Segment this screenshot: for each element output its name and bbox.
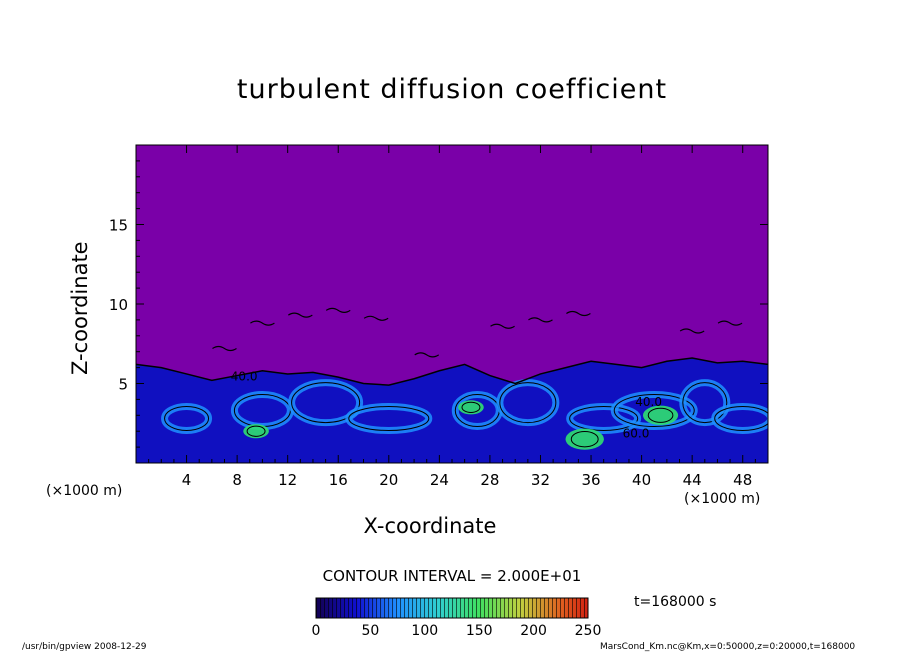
colorbar-stripes <box>316 598 588 618</box>
contour-line <box>291 382 361 424</box>
contour-filament <box>528 317 553 323</box>
contour-line <box>499 382 557 424</box>
contour-line <box>348 405 430 431</box>
contour-line <box>613 394 695 428</box>
x-tick-label: 40 <box>632 471 651 489</box>
colorbar-tick-label: 200 <box>520 623 547 639</box>
contour-interval-label: CONTOUR INTERVAL = 2.000E+01 <box>322 567 582 585</box>
y-axis-label: Z-coordinate <box>68 241 92 375</box>
colorbar-tick-label: 250 <box>574 623 602 639</box>
x-tick-label: 44 <box>683 471 702 489</box>
contour-filament <box>287 312 313 318</box>
x-tick-label: 48 <box>733 471 752 489</box>
contour-filament <box>414 352 440 358</box>
x-axis-label: X-coordinate <box>363 514 497 538</box>
x-tick-label: 12 <box>278 471 297 489</box>
x-tick-label: 36 <box>581 471 600 489</box>
colorbar-tick-label: 150 <box>465 623 493 639</box>
x-tick-label: 32 <box>531 471 550 489</box>
y-tick-label: 5 <box>118 376 128 394</box>
contour-line <box>569 405 639 431</box>
chart-title: turbulent diffusion coefficient <box>236 74 668 105</box>
contour-filament <box>363 315 389 321</box>
contour-filament <box>566 310 591 317</box>
contour-line <box>682 382 728 424</box>
y-tick-label: 10 <box>109 296 128 314</box>
colorbar-tick-label: 0 <box>311 623 321 639</box>
x-unit-label-right: (×1000 m) <box>684 491 761 507</box>
contour-line <box>246 425 266 437</box>
heatmap-field: 40.0 40.0 60.0 <box>136 145 768 463</box>
x-tick-label: 24 <box>430 471 449 489</box>
contour-line <box>570 430 599 448</box>
contour-filament <box>250 320 275 326</box>
contour-value-label: 40.0 <box>635 395 662 409</box>
x-unit-label-left: (×1000 m) <box>46 483 123 499</box>
footer-right: MarsCond_Km.nc@Km,x=0:50000,z=0:20000,t=… <box>600 642 856 652</box>
contour-filament <box>490 323 515 329</box>
x-tick-label: 28 <box>480 471 499 489</box>
time-label: t=168000 s <box>634 594 717 610</box>
x-tick-label: 20 <box>379 471 398 489</box>
x-tick-label: 4 <box>182 471 192 489</box>
footer-left: /usr/bin/gpview 2008-12-29 <box>22 642 147 652</box>
contour-line <box>647 407 674 423</box>
colorbar-tick-label: 50 <box>361 623 380 639</box>
contour-filament <box>212 345 237 352</box>
contour-filament <box>679 328 705 334</box>
boundary-layer-contour <box>136 357 768 386</box>
colorbar <box>315 597 589 619</box>
contour-line <box>714 405 768 431</box>
x-tick-label: 8 <box>232 471 242 489</box>
y-tick-label: 15 <box>109 217 128 235</box>
contour-line <box>461 401 481 413</box>
x-tick-label: 16 <box>329 471 348 489</box>
contour-filament <box>717 320 743 326</box>
colorbar-tick-labels: 0 50 100 150 200 250 <box>0 623 904 641</box>
contour-value-label: 40.0 <box>231 369 258 383</box>
colorbar-tick-label: 100 <box>411 623 439 639</box>
contour-value-label: 60.0 <box>623 427 650 441</box>
contour-filament <box>325 307 351 313</box>
contour-line <box>164 405 210 431</box>
